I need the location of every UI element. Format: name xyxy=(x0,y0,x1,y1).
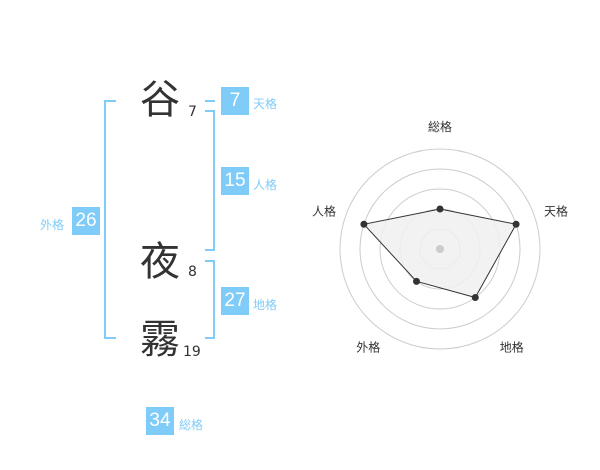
jinkaku-value: 15 xyxy=(221,167,249,195)
jinkaku-bracket xyxy=(213,110,215,250)
gaikaku-value: 26 xyxy=(72,207,100,235)
stroke-count-2: 8 xyxy=(188,264,197,280)
data-point xyxy=(512,220,520,228)
grid-ring xyxy=(339,148,541,350)
stroke-count-3: 19 xyxy=(183,344,201,360)
data-point xyxy=(412,277,420,285)
data-point xyxy=(360,220,368,228)
grid-ring xyxy=(359,168,521,330)
chikaku-label: 地格 xyxy=(253,298,278,312)
axis-label: 総格 xyxy=(428,119,452,134)
name-char-1: 谷 xyxy=(140,77,180,123)
stroke-count-1: 7 xyxy=(188,104,197,120)
bracket-tick xyxy=(205,110,215,112)
data-polygon xyxy=(362,208,517,299)
bracket-tick xyxy=(205,249,215,251)
chikaku-bracket xyxy=(213,260,215,339)
center-dot xyxy=(436,245,444,253)
tenkaku-label: 天格 xyxy=(253,97,278,111)
jinkaku-label: 人格 xyxy=(253,178,278,192)
gaikaku-label: 外格 xyxy=(40,218,65,232)
soukaku-label: 総格 xyxy=(179,418,204,432)
data-point xyxy=(436,205,444,213)
soukaku-value: 34 xyxy=(146,407,174,435)
axis-label: 人格 xyxy=(312,203,336,218)
tenkaku-bracket xyxy=(205,100,215,102)
axis-label: 天格 xyxy=(544,203,568,218)
tenkaku-value: 7 xyxy=(221,87,249,115)
axis-label: 地格 xyxy=(500,340,524,355)
name-char-3: 霧 xyxy=(140,317,180,363)
chikaku-value: 27 xyxy=(221,287,249,315)
data-point xyxy=(471,294,479,302)
name-char-2: 夜 xyxy=(140,239,180,285)
bracket-tick xyxy=(205,260,215,262)
gaikaku-bracket xyxy=(104,100,106,339)
bracket-tick xyxy=(104,100,116,102)
bracket-tick xyxy=(104,337,116,339)
axis-label: 外格 xyxy=(356,340,380,355)
bracket-tick xyxy=(205,337,215,339)
